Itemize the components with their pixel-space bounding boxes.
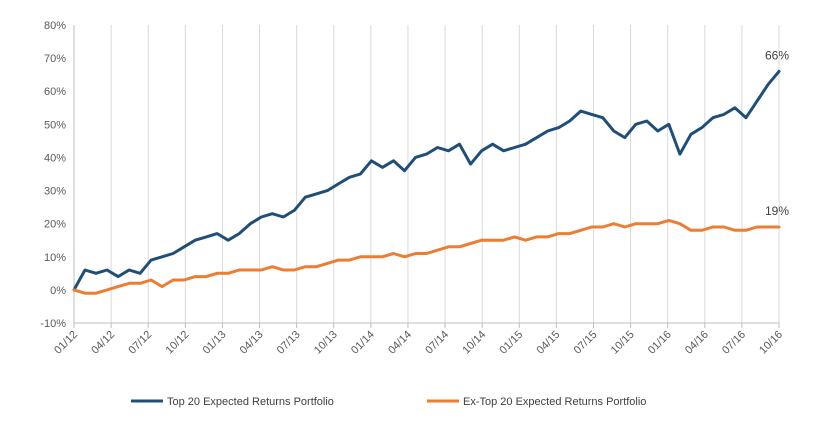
y-tick-label: 30% xyxy=(44,186,66,198)
x-tick-label: 10/13 xyxy=(312,329,340,357)
y-tick-label: 10% xyxy=(44,252,66,264)
legend-label: Ex-Top 20 Expected Returns Portfolio xyxy=(463,396,646,408)
x-tick-label: 07/12 xyxy=(126,329,154,357)
x-tick-label: 01/14 xyxy=(349,329,377,357)
y-tick-label: 70% xyxy=(44,53,66,65)
y-tick-label: -10% xyxy=(40,318,66,330)
x-tick-label: 01/12 xyxy=(52,329,80,357)
y-axis: -10% 0% 10% 20% 30% 40% 50% 60% 70% 80% xyxy=(40,20,75,330)
series-line-1 xyxy=(72,69,781,292)
x-tick-label: 01/13 xyxy=(201,329,229,357)
x-tick-label: 04/15 xyxy=(535,329,563,357)
y-tick-label: 0% xyxy=(50,285,66,297)
x-tick-label: 04/13 xyxy=(238,329,266,357)
legend: Top 20 Expected Returns Portfolio Ex-Top … xyxy=(131,396,646,408)
x-tick-label: 01/15 xyxy=(497,329,525,357)
x-tick-label: 04/16 xyxy=(683,329,711,357)
y-tick-label: 60% xyxy=(44,86,66,98)
x-tick-label: 07/13 xyxy=(275,329,303,357)
end-data-label: 66% xyxy=(765,48,789,62)
x-tick-label: 07/14 xyxy=(423,329,451,357)
x-tick-label: 01/16 xyxy=(646,329,674,357)
x-tick-label: 04/14 xyxy=(386,329,414,357)
series-line-2 xyxy=(72,218,781,295)
y-tick-label: 80% xyxy=(44,20,66,32)
series-lines xyxy=(72,69,781,295)
end-data-label: 19% xyxy=(765,204,789,218)
x-tick-label: 07/16 xyxy=(720,329,748,357)
data-labels: 66% 19% xyxy=(765,48,789,218)
x-tick-label: 10/16 xyxy=(757,329,785,357)
grid-lines xyxy=(73,25,780,323)
y-tick-label: 50% xyxy=(44,119,66,131)
legend-label: Top 20 Expected Returns Portfolio xyxy=(167,396,334,408)
x-tick-label: 07/15 xyxy=(572,329,600,357)
y-tick-label: 20% xyxy=(44,219,66,231)
x-tick-label: 10/12 xyxy=(163,329,191,357)
x-tick-label: 10/14 xyxy=(460,329,488,357)
x-tick-label: 04/12 xyxy=(89,329,117,357)
x-tick-label: 10/15 xyxy=(609,329,637,357)
y-tick-label: 40% xyxy=(44,152,66,164)
x-axis: 01/12 04/12 07/12 10/12 01/13 04/13 07/13 10/13… xyxy=(52,322,785,357)
